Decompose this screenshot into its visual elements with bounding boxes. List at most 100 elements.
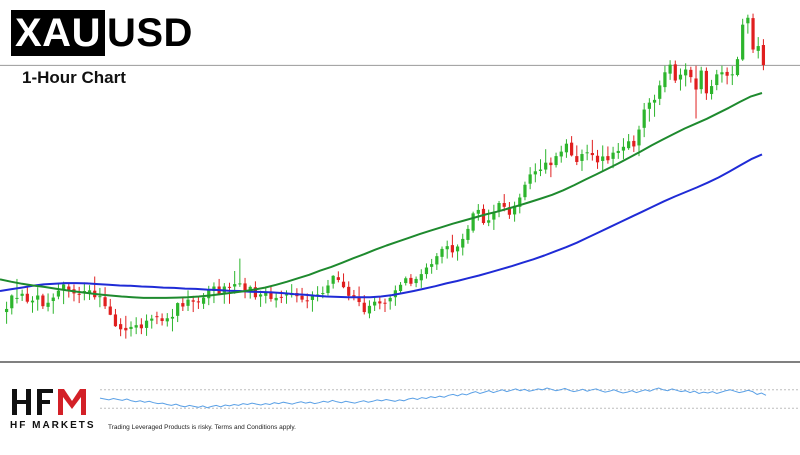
candle <box>430 258 434 274</box>
candle <box>440 246 444 264</box>
candle-body <box>300 295 304 300</box>
candle <box>414 276 418 288</box>
candle <box>715 69 719 91</box>
candle <box>544 149 548 174</box>
candle-body <box>404 278 408 284</box>
candle <box>746 14 750 34</box>
candle-body <box>144 320 149 328</box>
candle-body <box>601 156 605 161</box>
candle-body <box>181 303 185 307</box>
candle <box>699 66 703 94</box>
candle-body <box>62 284 66 289</box>
candle-body <box>36 295 40 300</box>
candle <box>191 295 195 313</box>
candle <box>564 139 569 158</box>
candle-body <box>212 286 216 292</box>
candle-body <box>124 327 128 331</box>
candle <box>352 289 356 301</box>
candle-body <box>528 174 532 184</box>
candle <box>538 159 543 177</box>
candle-body <box>637 129 641 146</box>
candle <box>590 139 594 161</box>
candle-body <box>590 153 594 156</box>
candle <box>217 278 221 296</box>
candle-body <box>606 156 610 161</box>
candle <box>575 145 579 166</box>
candle-body <box>699 70 703 90</box>
oscillator-line <box>99 387 767 409</box>
candle-body <box>119 324 123 330</box>
candle-body <box>621 146 626 151</box>
candle-body <box>347 286 351 296</box>
candle-body <box>186 299 190 306</box>
candle-body <box>430 264 434 267</box>
candle-body <box>98 296 102 298</box>
candle <box>160 313 164 326</box>
candle <box>678 68 683 91</box>
candle-body <box>25 293 29 302</box>
candle-body <box>616 150 620 154</box>
candle-body <box>279 296 283 298</box>
candle-body <box>264 292 268 296</box>
candle-body <box>538 169 543 171</box>
candle <box>549 157 553 178</box>
candle <box>119 318 123 337</box>
candle-body <box>103 297 107 307</box>
candle <box>476 204 480 221</box>
hfm-logo <box>10 385 100 424</box>
candle-body <box>523 184 527 198</box>
candle <box>585 144 589 161</box>
candle-body <box>632 140 636 147</box>
candle-body <box>746 17 750 24</box>
candle <box>373 296 377 312</box>
candle <box>62 281 66 305</box>
hfm-logo-icon <box>12 389 86 415</box>
candle <box>709 79 714 100</box>
candle <box>134 317 138 335</box>
candle-body <box>487 220 491 223</box>
candle <box>341 273 346 289</box>
candle <box>730 66 734 86</box>
candle-body <box>207 290 211 299</box>
candle-body <box>331 275 335 284</box>
candle-body <box>41 295 45 307</box>
candle-body <box>471 213 475 231</box>
candle-body <box>129 326 133 329</box>
candle-body <box>440 248 444 257</box>
candle <box>144 314 149 336</box>
candle <box>523 181 527 201</box>
candle-body <box>627 141 631 149</box>
candle-body <box>761 45 766 66</box>
candle <box>652 94 657 117</box>
candle-body <box>30 300 35 303</box>
candle-body <box>134 325 138 328</box>
candle-body <box>373 301 377 306</box>
candle <box>435 253 439 270</box>
candle-body <box>435 256 439 265</box>
candle <box>398 282 403 294</box>
candle <box>580 149 584 171</box>
candle <box>741 18 745 61</box>
candle-body <box>258 294 263 297</box>
candle-body <box>502 203 506 207</box>
brand-name: HF MARKETS <box>10 420 96 431</box>
candle-body <box>419 274 423 281</box>
candle <box>751 13 755 53</box>
candle <box>30 296 35 313</box>
candle <box>316 286 320 302</box>
candle <box>756 37 760 59</box>
candle <box>20 289 24 302</box>
candle <box>497 200 501 218</box>
candle <box>621 138 626 160</box>
candle-body <box>694 78 698 90</box>
candle <box>611 146 615 169</box>
candle <box>466 225 470 244</box>
candle-body <box>735 59 740 76</box>
candle <box>627 134 631 150</box>
candle <box>155 311 159 325</box>
candle-body <box>15 297 19 299</box>
candle <box>290 284 294 298</box>
candle <box>181 297 185 312</box>
candle <box>673 60 677 83</box>
candle <box>518 193 522 214</box>
